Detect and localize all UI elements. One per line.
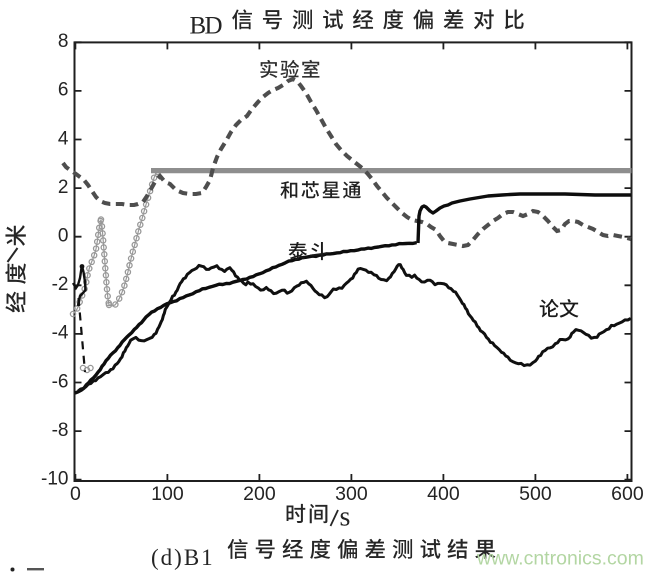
svg-text:-2: -2 [52,274,69,295]
svg-text:-8: -8 [52,420,69,441]
svg-text:0: 0 [58,226,69,247]
svg-text:8: 8 [58,31,69,52]
svg-text:BD: BD [190,13,223,40]
svg-text:4: 4 [58,128,69,149]
svg-text:2: 2 [58,177,69,198]
svg-text:-4: -4 [52,323,69,344]
svg-text:-6: -6 [52,371,69,392]
svg-text:0: 0 [70,483,81,505]
svg-text:www.cntronics.com: www.cntronics.com [476,548,644,570]
svg-text:300: 300 [335,483,368,505]
svg-text:200: 200 [243,483,276,505]
svg-text:-10: -10 [41,469,68,490]
svg-text:100: 100 [151,483,184,505]
svg-text:s: s [340,502,351,533]
svg-text:500: 500 [519,483,552,505]
svg-text:400: 400 [427,483,460,505]
svg-text:6: 6 [58,80,69,101]
svg-text:(d)B1: (d)B1 [151,545,215,570]
svg-text:600: 600 [611,483,644,505]
